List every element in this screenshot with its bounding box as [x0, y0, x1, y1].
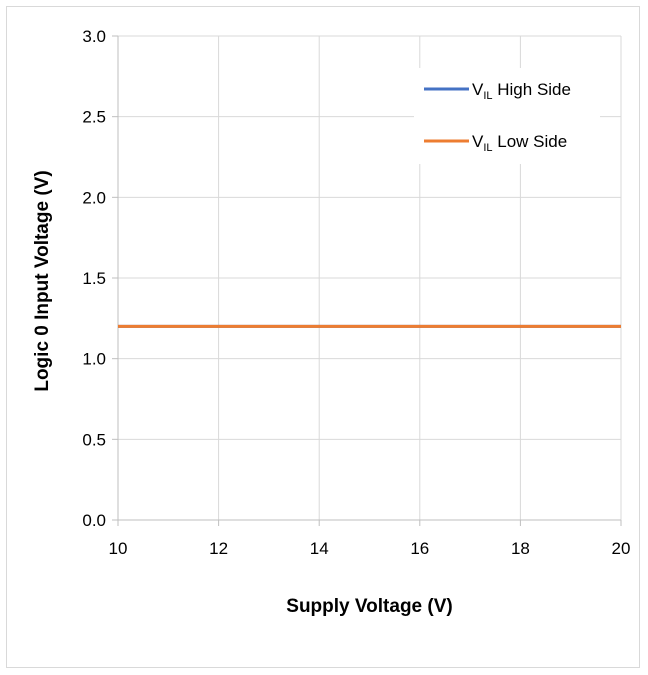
- legend-box: [414, 68, 600, 164]
- y-tick-label: 2.5: [82, 108, 106, 127]
- x-tick-label: 18: [511, 539, 530, 558]
- x-tick-label: 16: [410, 539, 429, 558]
- legend-label-1: VIL Low Side: [472, 132, 567, 154]
- legend: VIL High Side VIL Low Side: [414, 68, 600, 164]
- x-tick-label: 20: [612, 539, 631, 558]
- tick-labels: 0.0 0.5 1.0 1.5 2.0 2.5 3.0 10 12 14 16 18 20: [82, 27, 630, 558]
- x-axis-title: Supply Voltage (V): [286, 596, 452, 617]
- y-tick-label: 1.5: [82, 269, 106, 288]
- y-tick-label: 0.0: [82, 511, 106, 530]
- x-tick-label: 10: [109, 539, 128, 558]
- axes: [112, 35, 622, 526]
- y-tick-label: 3.0: [82, 27, 106, 46]
- y-tick-label: 0.5: [82, 430, 106, 449]
- legend-label-0: VIL High Side: [472, 80, 571, 102]
- y-tick-label: 2.0: [82, 188, 106, 207]
- x-tick-label: 12: [209, 539, 228, 558]
- y-axis-title: Logic 0 Input Voltage (V): [32, 170, 53, 391]
- y-tick-label: 1.0: [82, 350, 106, 369]
- x-tick-label: 14: [310, 539, 329, 558]
